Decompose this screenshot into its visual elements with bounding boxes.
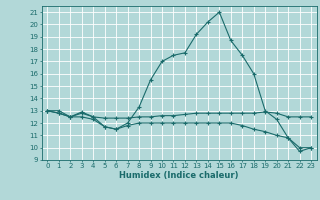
X-axis label: Humidex (Indice chaleur): Humidex (Indice chaleur) — [119, 171, 239, 180]
